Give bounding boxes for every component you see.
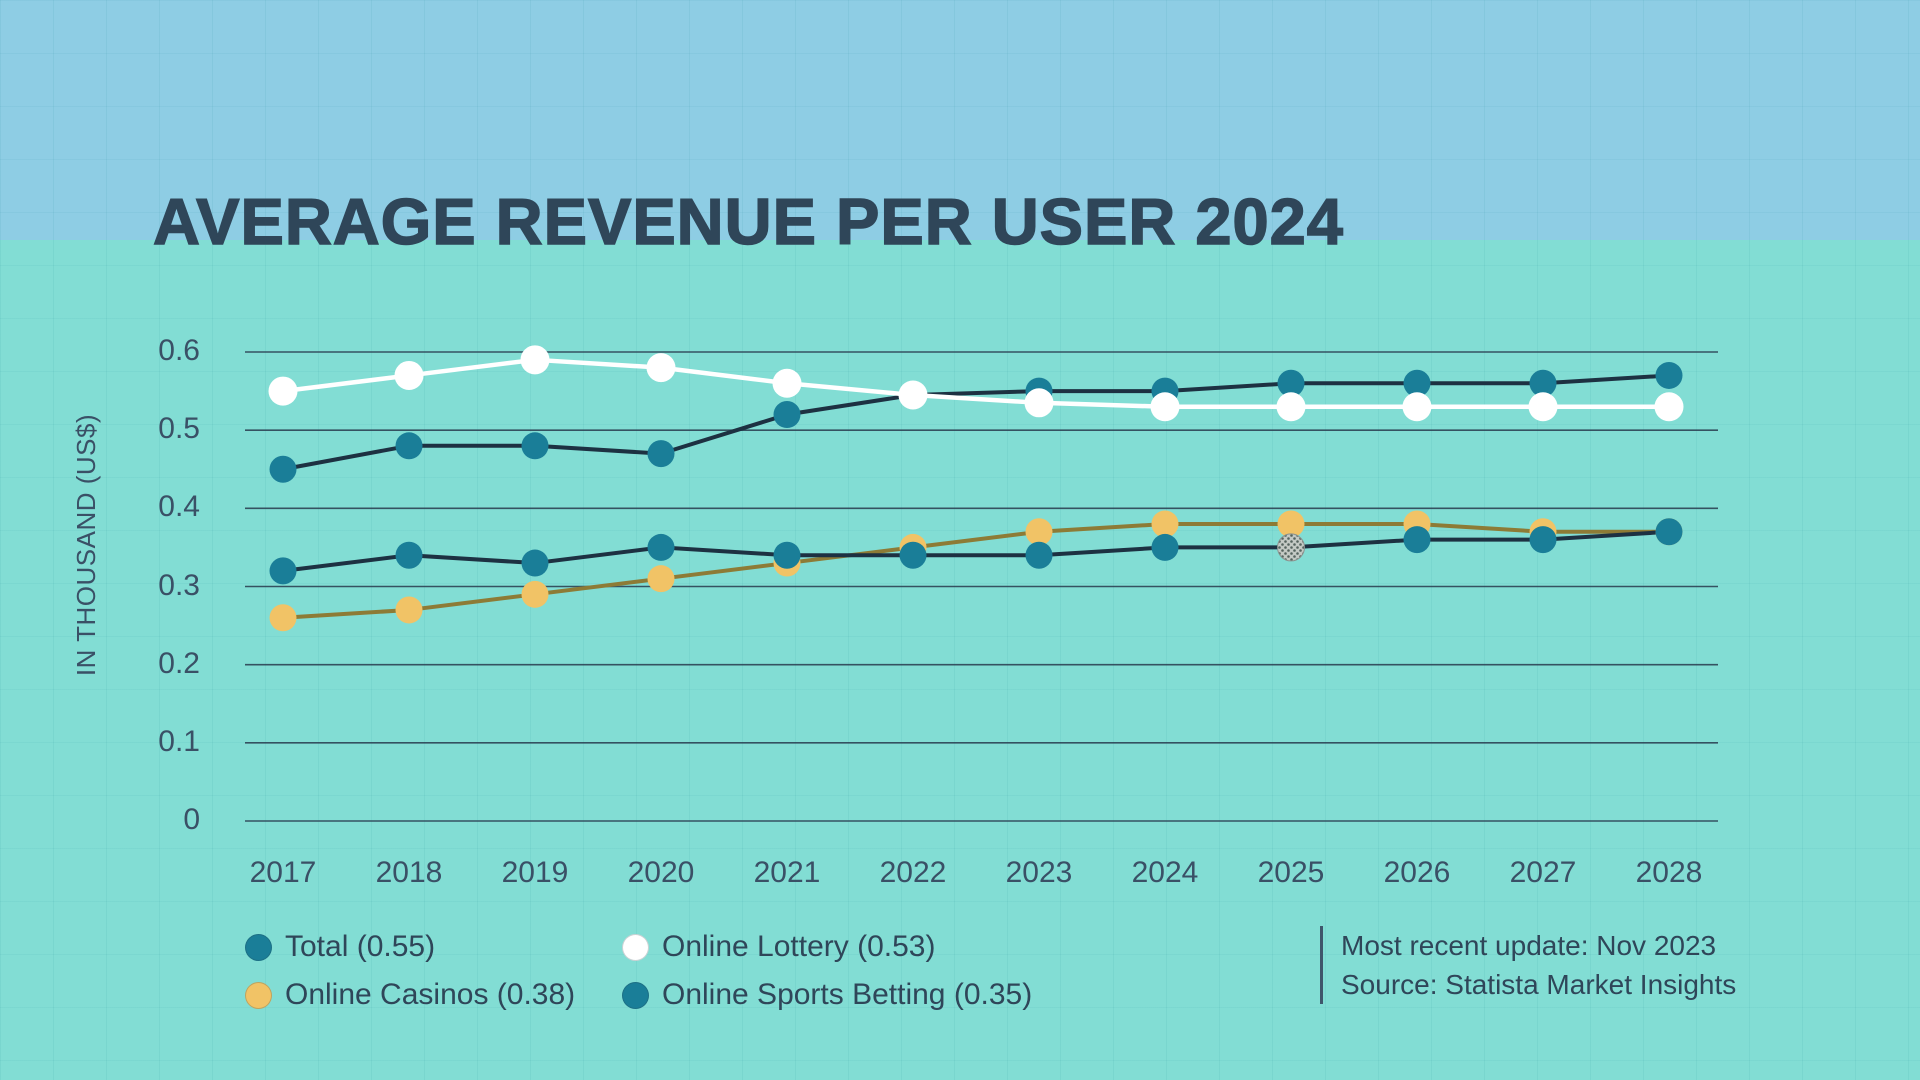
online-casinos-point-2019 xyxy=(521,580,549,608)
y-tick-label: 0 xyxy=(183,803,200,836)
total-line xyxy=(281,373,1671,472)
legend-label: Total (0.55) xyxy=(285,930,436,963)
online-lottery-line xyxy=(280,357,1672,409)
legend-dot xyxy=(622,933,649,961)
online-lottery-point-2026 xyxy=(1402,392,1432,422)
gridlines xyxy=(245,351,1718,822)
online-casinos-point-2025 xyxy=(1277,510,1305,538)
online-sports-betting-point-2025-highlighted xyxy=(1277,533,1305,562)
source-text: Source: Statista Market Insights xyxy=(1341,969,1737,1000)
legend-item-online-lottery: Online Lottery (0.53) xyxy=(622,930,935,964)
y-tick-label: 0.5 xyxy=(158,412,200,446)
online-casinos-point-2018 xyxy=(395,596,423,624)
legend-label: Online Casinos (0.38) xyxy=(285,978,576,1011)
x-tick-label-2017: 2017 xyxy=(249,856,317,889)
online-lottery-point-2021 xyxy=(772,368,802,398)
x-tick-label-2026: 2026 xyxy=(1383,856,1451,889)
online-sports-betting-point-2024 xyxy=(1151,533,1179,561)
y-tick-label: 0.4 xyxy=(158,490,200,524)
y-tick-label: 0.3 xyxy=(158,568,200,602)
online-lottery-point-2024 xyxy=(1150,392,1180,422)
x-tick-label-2020: 2020 xyxy=(627,856,695,889)
online-lottery-point-2023 xyxy=(1024,388,1054,418)
online-sports-betting-point-2028 xyxy=(1655,518,1683,546)
online-sports-betting-point-2019 xyxy=(521,549,549,577)
online-sports-betting-point-2020 xyxy=(647,533,675,561)
y-tick-label: 0.1 xyxy=(158,724,200,758)
legend-dot xyxy=(245,981,272,1009)
total-point-2028 xyxy=(1655,361,1683,389)
total-point-2020 xyxy=(647,440,675,468)
online-sports-betting-point-2018 xyxy=(395,541,423,569)
online-lottery-point-2020 xyxy=(646,353,676,383)
x-tick-label-2021: 2021 xyxy=(753,856,821,889)
total-point-2017 xyxy=(269,455,297,483)
series-lines xyxy=(280,357,1672,620)
online-lottery-point-2017 xyxy=(268,376,298,406)
total-point-2019 xyxy=(521,432,549,460)
x-tick-label-2022: 2022 xyxy=(879,856,947,889)
online-lottery-point-2019 xyxy=(520,345,550,375)
source-note: Most recent update: Nov 2023 Source: Sta… xyxy=(1320,926,1736,1004)
x-tick-label-2019: 2019 xyxy=(501,856,569,889)
online-sports-betting-point-2023 xyxy=(1025,541,1053,569)
online-casinos-point-2020 xyxy=(647,565,675,593)
x-tick-label-2027: 2027 xyxy=(1509,856,1577,889)
legend-item-online-sports-betting: Online Sports Betting (0.35) xyxy=(622,978,1032,1012)
total-point-2021 xyxy=(773,401,801,429)
online-lottery-point-2027 xyxy=(1528,392,1558,422)
x-tick-label-2018: 2018 xyxy=(375,856,443,889)
x-tick-label-2024: 2024 xyxy=(1131,856,1199,889)
total-point-2026 xyxy=(1403,369,1431,397)
online-lottery-point-2028 xyxy=(1654,392,1684,422)
page-title: AVERAGE REVENUE PER USER 2024 xyxy=(152,184,1344,259)
online-sports-betting-point-2021 xyxy=(773,541,801,569)
online-casinos-point-2017 xyxy=(269,604,297,632)
legend-dot xyxy=(622,981,649,1009)
online-sports-betting-point-2026 xyxy=(1403,526,1431,554)
online-casinos-point-2023 xyxy=(1025,518,1053,546)
legend-label: Online Lottery (0.53) xyxy=(662,930,936,963)
x-tick-label-2028: 2028 xyxy=(1635,856,1703,889)
update-text: Most recent update: Nov 2023 xyxy=(1341,930,1717,961)
online-sports-betting-point-2017 xyxy=(269,557,297,585)
legend-item-total: Total (0.55) xyxy=(245,930,435,964)
y-axis-title: IN THOUSAND (US$) xyxy=(71,413,101,677)
online-casinos-point-2024 xyxy=(1151,510,1179,538)
x-tick-label-2025: 2025 xyxy=(1257,856,1325,889)
online-sports-betting-point-2027 xyxy=(1529,526,1557,554)
total-point-2025 xyxy=(1277,369,1305,397)
y-tick-label: 0.2 xyxy=(158,646,200,680)
series-dots xyxy=(268,345,1684,632)
online-sports-betting-point-2022 xyxy=(899,541,927,569)
online-casinos-line xyxy=(281,521,1671,620)
header-band xyxy=(0,0,1920,240)
online-lottery-point-2018 xyxy=(394,360,424,390)
legend-dot xyxy=(245,933,272,961)
online-lottery-point-2022 xyxy=(898,380,928,410)
total-point-2018 xyxy=(395,432,423,460)
y-tick-label: 0.6 xyxy=(158,334,200,367)
online-lottery-point-2025 xyxy=(1276,392,1306,422)
online-sports-betting-line xyxy=(281,529,1671,573)
legend-label: Online Sports Betting (0.35) xyxy=(662,978,1033,1011)
total-point-2027 xyxy=(1529,369,1557,397)
legend-item-online-casinos: Online Casinos (0.38) xyxy=(245,978,575,1012)
x-tick-label-2023: 2023 xyxy=(1005,856,1073,889)
